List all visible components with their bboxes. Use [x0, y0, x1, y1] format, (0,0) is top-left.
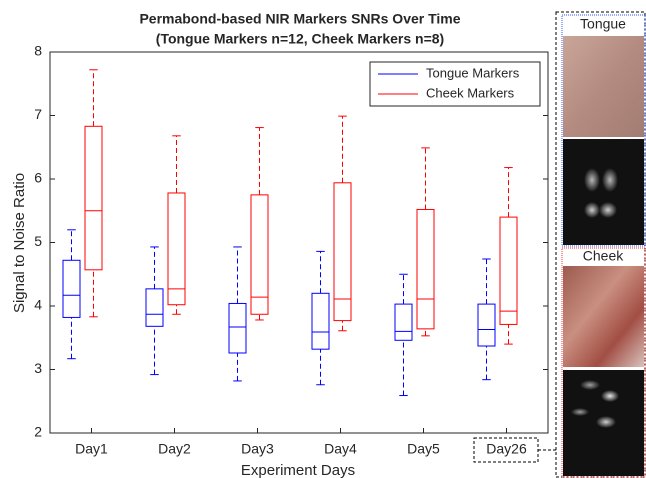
y-axis-label: Signal to Noise Ratio: [11, 173, 28, 313]
tongue-nir-image: [563, 139, 644, 245]
y-tick-label: 5: [34, 233, 42, 249]
box: [333, 182, 352, 322]
tongue-panel: [561, 14, 646, 247]
x-tick-label: Day26: [486, 441, 527, 457]
nir-spot: [571, 408, 589, 416]
plot-area: [49, 51, 549, 434]
box: [84, 125, 103, 271]
legend-label: Tongue Markers: [426, 65, 520, 80]
y-tick-label: 3: [34, 360, 42, 376]
plot: 2 3 4 5 6 7 8 Day1 Day2 Day3 Day4 Day5 Day26 Tongue M…: [34, 43, 549, 457]
y-tick-label: 7: [34, 106, 42, 122]
panel-label: Tongue: [580, 16, 626, 32]
y-tick-label: 8: [34, 43, 42, 59]
nir-spot: [580, 380, 600, 390]
x-tick-label: Day3: [241, 441, 274, 457]
y-tick-label: 6: [34, 170, 42, 186]
cheek-photo: [563, 266, 644, 367]
nir-spot: [602, 168, 618, 192]
box: [477, 303, 496, 347]
y-tick-label: 2: [34, 424, 42, 440]
x-tick-label: Day4: [324, 441, 357, 457]
nir-spot: [584, 168, 600, 192]
chart-title: Permabond-based NIR Markers SNRs Over Ti…: [139, 11, 460, 27]
box: [250, 194, 269, 315]
nir-spot: [599, 202, 617, 218]
y-tick-label: 4: [34, 297, 42, 313]
box: [62, 259, 81, 318]
box: [499, 216, 518, 325]
box: [416, 208, 435, 330]
nir-spot: [596, 416, 616, 428]
nir-spot: [601, 390, 619, 402]
box: [228, 302, 247, 354]
box: [394, 303, 413, 341]
box: [311, 292, 330, 350]
x-tick-label: Day2: [158, 441, 191, 457]
x-tick-label: Day1: [75, 441, 108, 457]
x-axis-label: Experiment Days: [241, 462, 355, 478]
legend: [369, 61, 541, 107]
chart-subtitle: (Tongue Markers n=12, Cheek Markers n=8): [156, 31, 444, 47]
nir-spot: [584, 202, 600, 218]
tongue-photo: [563, 36, 644, 137]
box: [167, 192, 186, 306]
box: [145, 288, 164, 327]
legend-label: Cheek Markers: [426, 85, 515, 100]
panel-label: Cheek: [583, 248, 624, 264]
x-tick-label: Day5: [407, 441, 440, 457]
